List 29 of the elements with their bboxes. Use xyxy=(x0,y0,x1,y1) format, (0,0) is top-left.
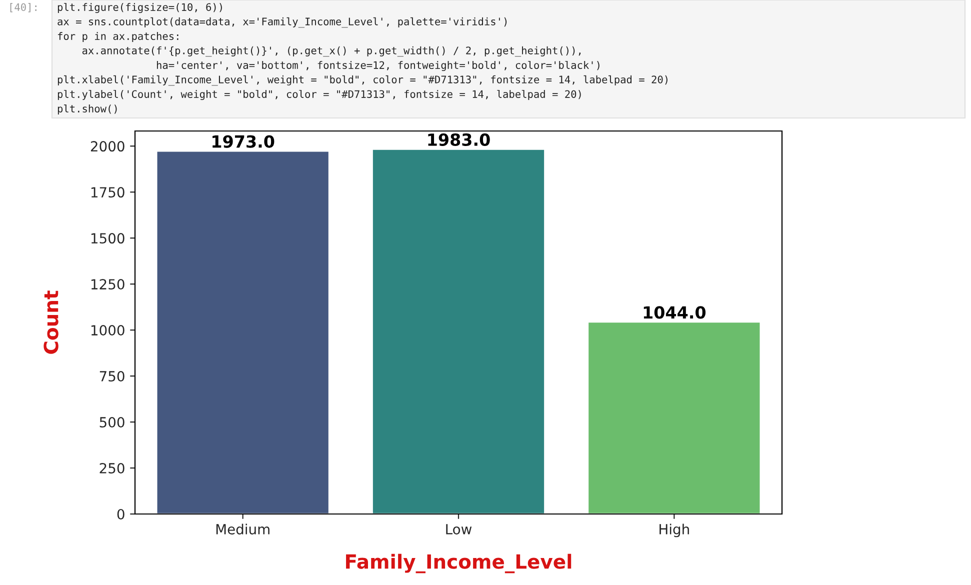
y-tick-label: 1000 xyxy=(91,325,124,336)
text: plt.figure(figsize=(10, 6)) xyxy=(58,2,222,14)
x-tick-label: Medium xyxy=(216,524,270,534)
y-tick-label: 2000 xyxy=(90,141,124,152)
text: ax.annotate(f'{p.get_height()}', (p.get_x() + p.get_width() / 2, p.get_height()), xyxy=(82,46,581,57)
data-label: 1973.0 xyxy=(212,135,274,148)
y-tick-label: 1500 xyxy=(91,233,124,244)
text: for p in ax.patches: xyxy=(58,32,178,42)
x-axis-title: Family_Income_Level xyxy=(346,554,572,574)
text: plt.ylabel('Count', weight = "bold", color = "#D71313", fontsize = 14, labelpad = 20) xyxy=(58,90,581,100)
text: ha='center', va='bottom', fontsize=12, fontweight='bold', color='black') xyxy=(156,60,600,72)
y-tick-label: 250 xyxy=(100,462,124,474)
bar xyxy=(587,321,762,514)
y-tick-label: 1750 xyxy=(91,187,124,198)
y-tick-label: 750 xyxy=(100,371,124,382)
y-axis-title: Count xyxy=(44,290,58,354)
text: plt.show() xyxy=(58,104,117,114)
y-tick-label: 500 xyxy=(100,416,124,428)
bar xyxy=(372,148,546,514)
x-tick-label: High xyxy=(660,524,689,538)
text: ax = sns.countplot(data=data, x='Family_Income_Level', palette='viridis') xyxy=(58,17,507,28)
text: plt.xlabel('Family_Income_Level', weight = "bold", color = "#D71313", fontsize = 14, labelpad = 20) xyxy=(58,75,668,86)
y-tick-label: 0 xyxy=(117,508,124,520)
x-tick-label: Low xyxy=(446,524,472,534)
text: [40]: xyxy=(10,3,36,12)
bar xyxy=(156,150,330,514)
data-label: 1044.0 xyxy=(644,306,706,319)
data-label: 1983.0 xyxy=(428,133,490,146)
y-tick-label: 1250 xyxy=(91,279,124,290)
